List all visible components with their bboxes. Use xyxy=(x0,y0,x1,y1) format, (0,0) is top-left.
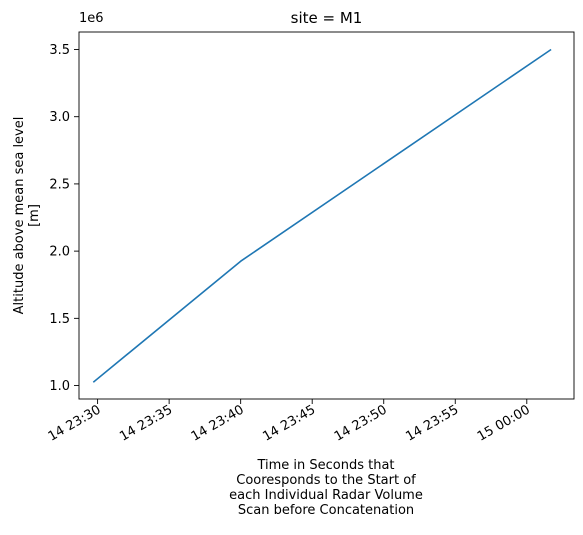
x-axis-label-line: each Individual Radar Volume xyxy=(229,488,423,503)
y-axis-label-line: [m] xyxy=(27,204,42,227)
x-tick-label: 15 00:00 xyxy=(475,402,533,444)
x-tick-label: 14 23:35 xyxy=(117,402,175,444)
y-axis-label-line: Altitude above mean sea level xyxy=(12,117,27,315)
y-axis-label: Altitude above mean sea level[m] xyxy=(12,117,42,315)
y-tick-label: 2.5 xyxy=(49,177,70,192)
y-tick-label: 2.0 xyxy=(49,245,70,260)
y-axis-offset-label: 1e6 xyxy=(79,11,104,26)
y-tick-label: 1.5 xyxy=(49,312,70,327)
x-axis-label: Time in Seconds that Cooresponds to the S… xyxy=(229,458,423,518)
y-tick-label: 1.0 xyxy=(49,379,70,394)
x-tick-label: 14 23:45 xyxy=(260,402,318,444)
x-tick-label: 14 23:50 xyxy=(332,402,390,444)
x-tick-label: 14 23:30 xyxy=(46,402,104,444)
chart-title: site = M1 xyxy=(291,9,363,27)
x-axis-label-line: Time in Seconds that xyxy=(256,458,394,473)
x-tick-label: 14 23:55 xyxy=(403,402,461,444)
y-tick-label: 3.5 xyxy=(49,43,70,58)
y-tick-label: 3.0 xyxy=(49,110,70,125)
series-line-0 xyxy=(92,48,552,383)
plot-area-frame xyxy=(78,31,575,400)
x-axis-label-line: Scan before Concatenation xyxy=(238,503,414,518)
x-axis-label-line: Cooresponds to the Start of xyxy=(236,473,416,488)
x-tick-label: 14 23:40 xyxy=(189,402,247,444)
